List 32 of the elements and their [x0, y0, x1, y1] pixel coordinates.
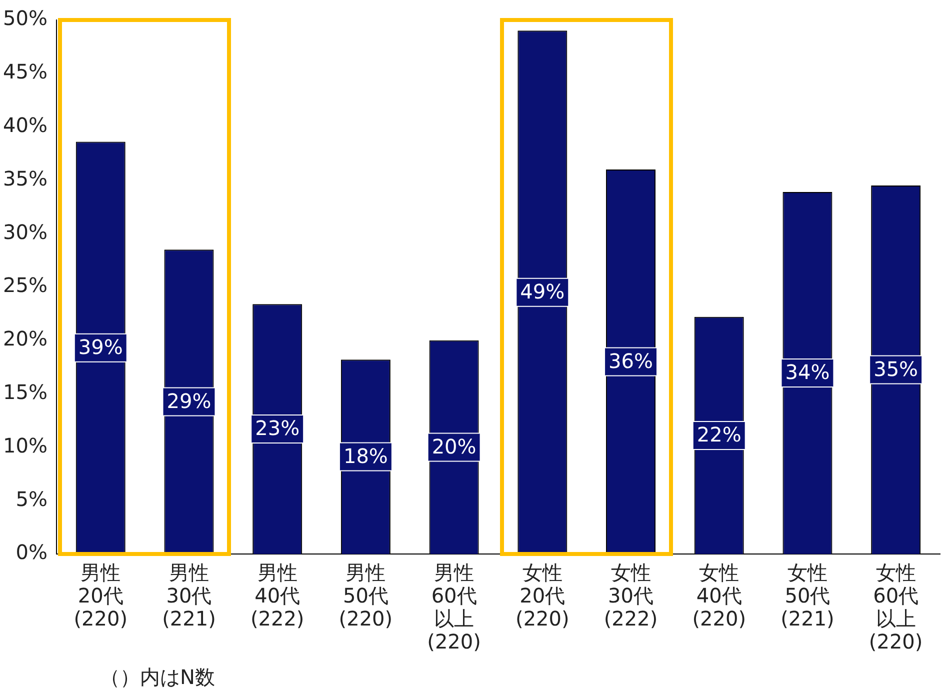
x-tick-label: 男性 40代 (222)	[250, 560, 304, 631]
y-tick-label: 25%	[3, 273, 48, 298]
data-label: 18%	[343, 444, 388, 468]
y-tick-label: 0%	[16, 540, 48, 564]
x-tick-label: 女性 20代 (220)	[516, 560, 570, 631]
y-tick-label: 10%	[3, 433, 48, 458]
x-tick-label: 男性 50代 (220)	[338, 560, 393, 631]
x-tick-label: 男性 20代 (220)	[74, 560, 128, 631]
x-tick-label: 女性 30代 (222)	[604, 560, 658, 631]
y-tick-label: 30%	[3, 220, 48, 244]
data-label: 23%	[255, 416, 300, 440]
data-label: 34%	[785, 360, 830, 384]
x-tick-label: 男性 30代 (221)	[162, 560, 216, 631]
y-tick-label: 20%	[3, 326, 48, 351]
y-tick-label: 35%	[3, 166, 48, 190]
y-tick-label: 40%	[3, 113, 48, 138]
x-tick-label: 女性 50代 (221)	[780, 560, 834, 631]
y-tick-label: 45%	[3, 60, 48, 84]
y-tick-label: 5%	[16, 486, 48, 511]
x-tick-label: 男性 60代以上 (220)	[427, 560, 481, 654]
data-label: 20%	[432, 434, 476, 458]
data-label: 49%	[520, 280, 565, 304]
data-label: 22%	[696, 422, 742, 447]
y-tick-label: 50%	[3, 6, 48, 30]
data-label: 29%	[166, 389, 212, 414]
data-label: 39%	[78, 335, 123, 360]
text: （）内はN数	[100, 664, 215, 688]
data-label: 36%	[608, 348, 653, 373]
y-tick-label: 15%	[3, 380, 48, 404]
data-label: 35%	[874, 356, 918, 381]
x-tick-label: 女性 60代以上 (220)	[868, 560, 923, 654]
x-tick-label: 女性 40代 (220)	[692, 560, 746, 631]
